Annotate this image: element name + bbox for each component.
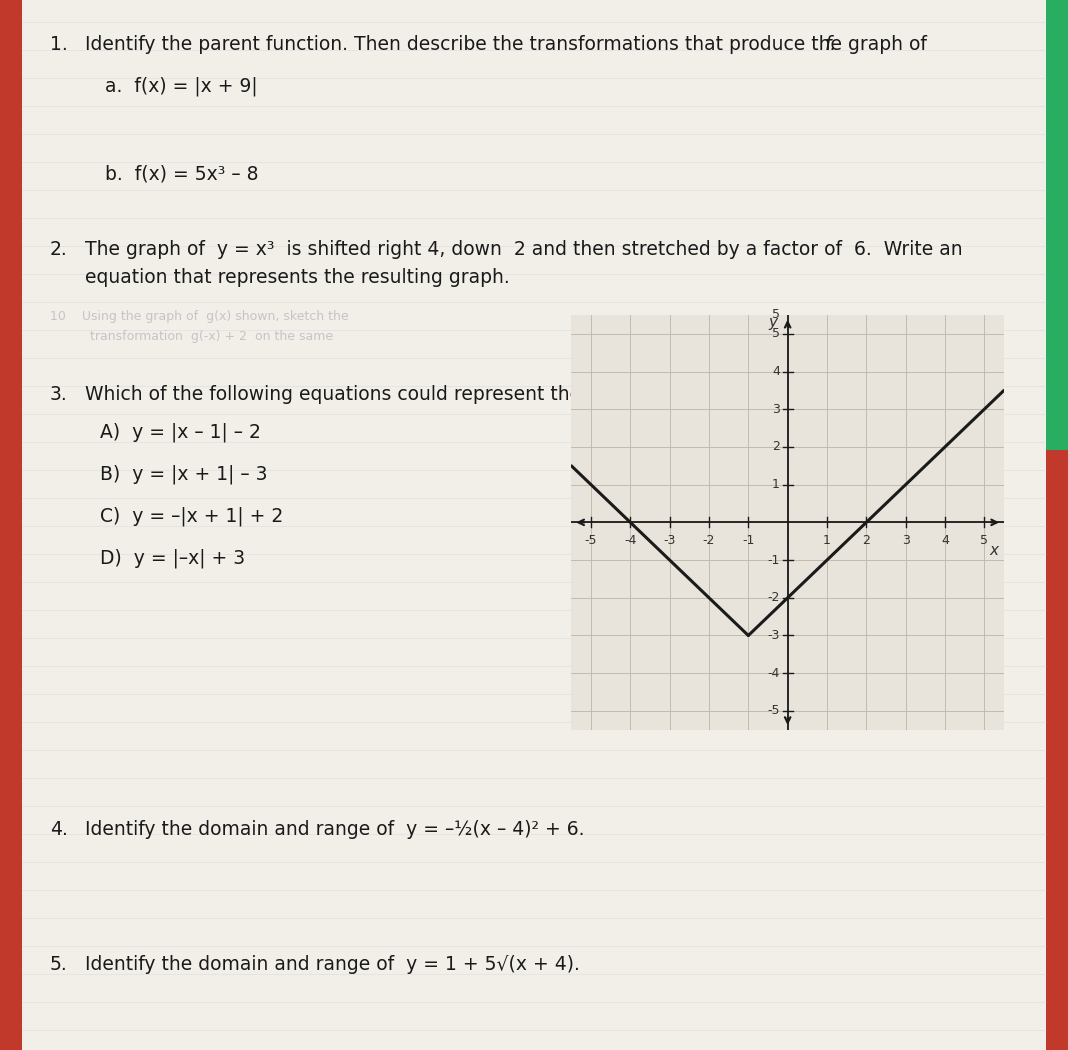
Bar [0, 0, 22, 1050]
Text: B)  y = |x + 1| – 3: B) y = |x + 1| – 3 [100, 465, 267, 484]
Text: 2: 2 [862, 533, 870, 547]
Text: -4: -4 [768, 667, 780, 679]
Text: 2.: 2. [50, 240, 67, 259]
Text: 10    Using the graph of  g(x) shown, sketch the: 10 Using the graph of g(x) shown, sketch… [50, 310, 348, 323]
Text: 4.: 4. [50, 820, 68, 839]
Text: 3: 3 [772, 403, 780, 416]
Text: -1: -1 [742, 533, 754, 547]
Text: Identify the domain and range of  y = –½(x – 4)² + 6.: Identify the domain and range of y = –½(… [85, 820, 584, 839]
Text: 4: 4 [772, 365, 780, 378]
Text: b.  f(x) = 5x³ – 8: b. f(x) = 5x³ – 8 [105, 165, 258, 184]
Text: transformation  g(-x) + 2  on the same: transformation g(-x) + 2 on the same [90, 330, 333, 343]
Text: -3: -3 [768, 629, 780, 642]
Text: f.: f. [824, 35, 837, 54]
Bar [1046, 0, 1068, 450]
Text: 5: 5 [980, 533, 988, 547]
Text: 1: 1 [823, 533, 831, 547]
Text: y: y [769, 315, 778, 330]
Text: 5.: 5. [50, 956, 67, 974]
Text: Which of the following equations could represent the graph shown?: Which of the following equations could r… [85, 385, 719, 404]
Text: Identify the parent function. Then describe the transformations that produce the: Identify the parent function. Then descr… [85, 35, 939, 54]
Text: -3: -3 [663, 533, 676, 547]
Text: 3: 3 [901, 533, 910, 547]
Text: 2: 2 [772, 440, 780, 454]
Text: -1: -1 [768, 553, 780, 567]
Text: -5: -5 [585, 533, 597, 547]
Text: 5: 5 [772, 328, 780, 340]
Text: -5: -5 [767, 705, 780, 717]
Bar [1046, 450, 1068, 1050]
Text: equation that represents the resulting graph.: equation that represents the resulting g… [85, 268, 509, 287]
Text: The graph of  y = x³  is shifted right 4, down  2 and then stretched by a factor: The graph of y = x³ is shifted right 4, … [85, 240, 962, 259]
Text: -2: -2 [768, 591, 780, 605]
Text: 4: 4 [941, 533, 948, 547]
Text: -2: -2 [703, 533, 716, 547]
Text: 1.: 1. [50, 35, 67, 54]
Text: A)  y = |x – 1| – 2: A) y = |x – 1| – 2 [100, 423, 261, 442]
Text: 1: 1 [772, 478, 780, 491]
Text: -4: -4 [624, 533, 637, 547]
Text: a.  f(x) = |x + 9|: a. f(x) = |x + 9| [105, 77, 257, 97]
Text: Identify the domain and range of  y = 1 + 5√(x + 4).: Identify the domain and range of y = 1 +… [85, 956, 580, 974]
Text: x: x [990, 543, 999, 559]
Text: 5: 5 [772, 309, 780, 321]
Text: 3.: 3. [50, 385, 67, 404]
Text: C)  y = –|x + 1| + 2: C) y = –|x + 1| + 2 [100, 507, 283, 526]
Text: D)  y = |–x| + 3: D) y = |–x| + 3 [100, 549, 246, 568]
